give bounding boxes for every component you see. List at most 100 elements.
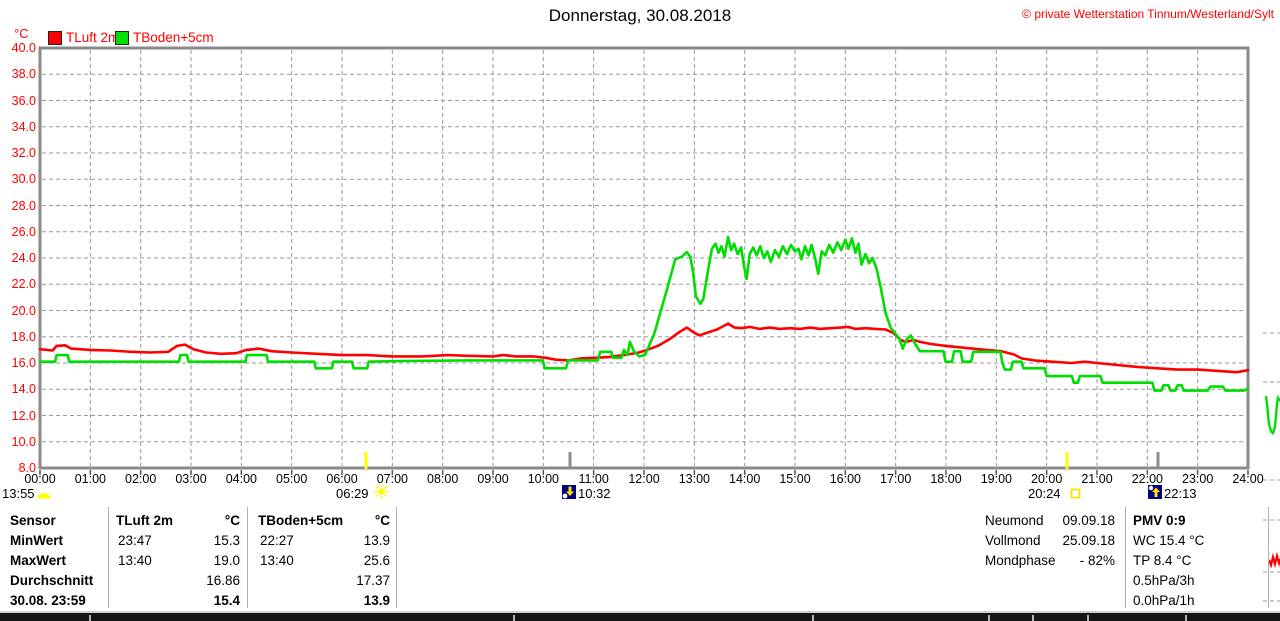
sunset-time-label: 20:24 — [1028, 486, 1061, 501]
x-axis-label: 15:00 — [779, 472, 811, 486]
x-axis-label: 21:00 — [1081, 472, 1113, 486]
y-axis-label: 40.0 — [11, 41, 36, 55]
neumond-label: Neumond — [985, 513, 1044, 528]
mondphase-label: Mondphase — [985, 553, 1056, 568]
x-axis-label: 00:00 — [24, 472, 56, 486]
sunrise-icon — [374, 484, 389, 499]
stats-row-label-lastdate: 30.08. 23:59 — [10, 593, 86, 608]
neumond-value: 09.09.18 — [1062, 513, 1115, 528]
sunrise-time-label: 06:29 — [336, 486, 369, 501]
stats-col1-header: TLuft 2m — [116, 513, 173, 528]
plot-frame — [38, 46, 1250, 470]
stats-col2-min-time: 22:27 — [260, 533, 294, 548]
x-axis-label: 12:00 — [628, 472, 660, 486]
x-axis-label: 24:00 — [1232, 472, 1264, 486]
table-separator — [108, 507, 109, 608]
legend-swatch-tluft — [48, 31, 62, 45]
bottom-bar-separator — [89, 615, 91, 621]
y-axis-label: 22.0 — [11, 277, 36, 292]
y-axis-label: 12.0 — [11, 408, 36, 423]
bottom-table-edge — [0, 611, 1280, 621]
y-axis-label: 30.0 — [11, 172, 36, 187]
stats-col2-avg-value: 17.37 — [356, 573, 390, 588]
stats-col1-avg-value: 16.86 — [206, 573, 240, 588]
moon-time-label: 13:55 — [2, 486, 35, 501]
x-axis-label: 18:00 — [930, 472, 962, 486]
page-title: Donnerstag, 30.08.2018 — [548, 6, 732, 25]
y-axis-label: 32.0 — [11, 146, 36, 160]
x-axis-label: 07:00 — [376, 472, 408, 486]
stats-row-label-sensor: Sensor — [10, 513, 56, 528]
stats-col1-min-time: 23:47 — [118, 533, 152, 548]
x-axis-label: 16:00 — [829, 472, 861, 486]
vollmond-value: 25.09.18 — [1062, 533, 1115, 548]
legend-label-tluft: TLuft 2m — [66, 30, 120, 45]
x-axis-label: 20:00 — [1031, 472, 1063, 486]
bottom-bar-separator — [1087, 615, 1089, 621]
stats-col1-unit: °C — [224, 513, 240, 528]
pressure-1h-value: 0.0hPa/1h — [1133, 593, 1195, 608]
edge-series-fragment-green — [1264, 394, 1280, 436]
x-axis-label: 02:00 — [125, 472, 157, 486]
bottom-bar-separator — [1032, 615, 1034, 621]
legend-swatch-tboden — [115, 31, 129, 45]
legend-label-tboden: TBoden+5cm — [133, 30, 214, 45]
x-axis-label: 06:00 — [326, 472, 358, 486]
bottom-bar-separator — [988, 615, 990, 621]
y-axis-label: 34.0 — [11, 119, 36, 134]
y-axis-label: 26.0 — [11, 224, 36, 239]
copyright-text: © private Wetterstation Tinnum/Westerlan… — [1022, 7, 1274, 21]
stats-col1-last-value: 15.4 — [213, 593, 240, 608]
stats-col2-header: TBoden+5cm — [258, 513, 344, 528]
x-axis-label: 10:00 — [527, 472, 559, 486]
table-separator — [1268, 507, 1269, 608]
y-axis-label: 38.0 — [11, 67, 36, 82]
stats-row-label-durchschnitt: Durchschnitt — [10, 573, 94, 588]
y-axis-label: 36.0 — [11, 93, 36, 108]
y-axis-label: 28.0 — [11, 198, 36, 213]
x-axis-label: 04:00 — [225, 472, 257, 486]
y-axis-label: 14.0 — [11, 382, 36, 397]
x-axis-label: 09:00 — [477, 472, 509, 486]
x-axis-label: 17:00 — [880, 472, 912, 486]
vollmond-label: Vollmond — [985, 533, 1041, 548]
table-separator — [1125, 507, 1126, 608]
series-line-tboden — [38, 235, 1250, 392]
y-axis-label: 20.0 — [11, 303, 36, 318]
x-axis-label: 05:00 — [276, 472, 308, 486]
stats-col1-max-time: 13:40 — [118, 553, 152, 568]
y-axis-label: 16.0 — [11, 356, 36, 370]
bottom-bar-separator — [1185, 615, 1187, 621]
x-axis-label: 23:00 — [1182, 472, 1214, 486]
moonset-time-label: 22:13 — [1164, 486, 1197, 501]
stats-col1-max-value: 19.0 — [213, 553, 240, 568]
stats-col2-max-value: 25.6 — [363, 553, 390, 568]
y-axis-unit-label: °C — [14, 26, 29, 41]
bottom-bar-separator — [513, 615, 515, 621]
moonrise-time-label: 10:32 — [578, 486, 611, 501]
x-axis-label: 03:00 — [175, 472, 207, 486]
stats-row-label-maxwert: MaxWert — [10, 553, 67, 568]
mondphase-value: - 82% — [1079, 553, 1115, 568]
stats-col2-last-value: 13.9 — [363, 593, 390, 608]
table-separator — [247, 507, 248, 608]
moonset-icon — [1148, 485, 1162, 499]
edge-series-fragment-red — [1267, 551, 1280, 569]
moon-icon — [36, 489, 52, 499]
bottom-bar-separator — [812, 615, 814, 621]
moonrise-icon — [562, 485, 576, 499]
y-axis-label: 18.0 — [11, 329, 36, 344]
stats-row-label-minwert: MinWert — [10, 533, 63, 548]
table-separator — [396, 507, 397, 608]
y-axis-label: 24.0 — [11, 251, 36, 265]
pressure-3h-value: 0.5hPa/3h — [1133, 573, 1195, 588]
stats-col1-min-value: 15.3 — [213, 533, 240, 548]
x-axis-label: 13:00 — [678, 472, 710, 486]
x-axis-label: 22:00 — [1131, 472, 1163, 486]
x-axis-label: 14:00 — [729, 472, 761, 486]
stats-col2-unit: °C — [374, 513, 390, 528]
x-axis-label: 19:00 — [980, 472, 1012, 486]
dewpoint-value: TP 8.4 °C — [1133, 553, 1192, 568]
sunset-icon — [1070, 488, 1081, 499]
